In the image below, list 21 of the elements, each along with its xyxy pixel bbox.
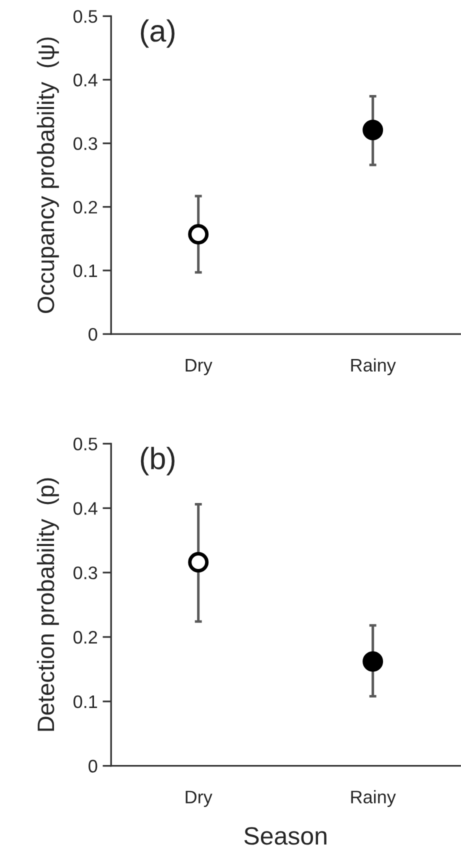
x-axis-title: Season [244, 827, 326, 845]
x-tick-label: Dry [186, 359, 212, 376]
x-tick-label: Dry [186, 790, 212, 807]
y-tick-label: 0.1 [74, 695, 98, 708]
y-tick-label: 0.4 [74, 74, 98, 86]
y-tick-label: 0.4 [74, 502, 98, 515]
y-tick-label: 0 [88, 760, 98, 773]
y-tick-label: 0.3 [74, 137, 98, 150]
y-tick-label: 0.1 [74, 264, 98, 278]
y-tick-label: 0.5 [74, 10, 98, 23]
y-axis-title: Detection probability (p) [36, 478, 59, 731]
y-tick-label: 0.2 [74, 200, 97, 214]
y-tick-label: 0.2 [74, 630, 97, 644]
x-tick-label: Rainy [351, 358, 396, 376]
x-tick-label: Rainy [351, 790, 396, 807]
y-tick-label: 0.3 [74, 566, 98, 580]
y-tick-label: 0.5 [74, 438, 98, 450]
annotation: (b) [140, 446, 174, 476]
annotation: (a) [140, 19, 174, 48]
y-axis-title: Occupancy probability (ψ) [36, 38, 59, 313]
y-tick-label: 0 [88, 328, 98, 341]
